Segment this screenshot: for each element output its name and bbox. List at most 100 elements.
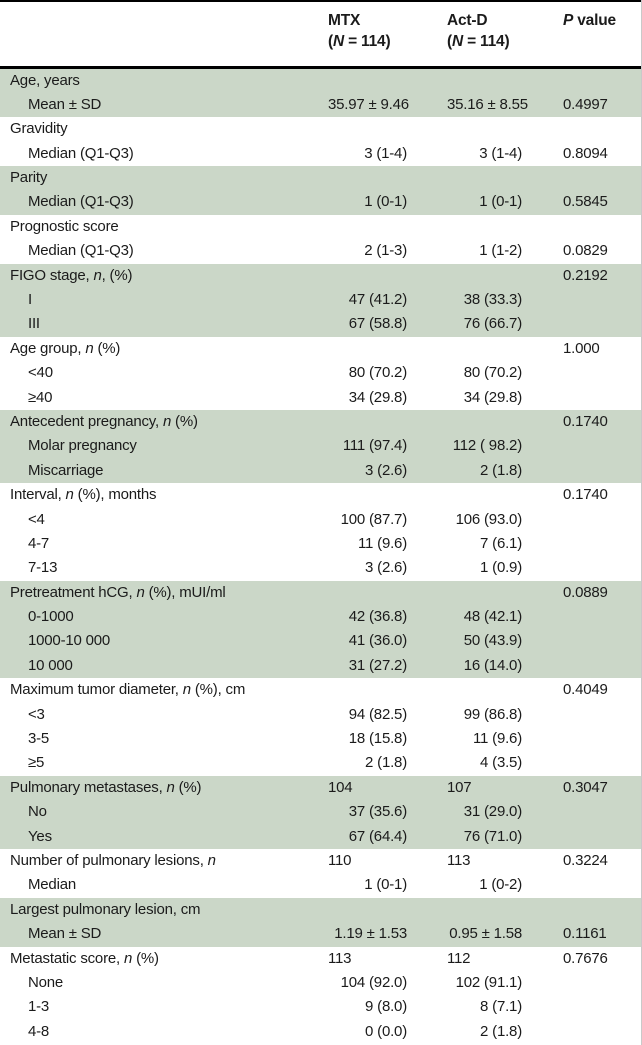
mtx-value-cell: 34 (29.8) — [348, 388, 407, 406]
actd-value-cell: 113 — [447, 852, 471, 869]
mtx-value-cell: 2 (1.8) — [365, 754, 407, 772]
header-actd-n: (N = 114) — [447, 33, 510, 50]
row-label: Median (Q1-Q3) — [28, 144, 134, 162]
table-row: Pretreatment hCG, n (%), mUI/ml 0.0889 — [0, 581, 641, 605]
table-row: Median 1 (0-1) 1 (0-2) — [0, 873, 641, 897]
pvalue-cell — [563, 215, 641, 239]
actd-value-cell: 50 (43.9) — [463, 632, 522, 650]
row-label: Median — [28, 876, 76, 894]
actd-value-cell: 80 (70.2) — [463, 364, 522, 382]
pvalue-cell: 0.8094 — [563, 144, 608, 162]
table-row: 10 000 31 (27.2) 16 (14.0) — [0, 654, 641, 678]
mtx-value-cell — [328, 581, 447, 605]
row-label: I — [28, 291, 32, 309]
actd-value-cell: 8 (7.1) — [480, 998, 522, 1016]
pvalue-cell — [563, 995, 641, 1019]
mtx-value-cell: 3 (2.6) — [365, 461, 407, 479]
row-label: <3 — [28, 705, 45, 723]
actd-value-cell: 38 (33.3) — [463, 291, 522, 309]
actd-value-cell: 3 (1-4) — [479, 144, 522, 162]
table-row: I 47 (41.2) 38 (33.3) — [0, 288, 641, 312]
table-section-green: FIGO stage, n, (%) 0.2192 I 47 (41.2) 38 (33… — [0, 263, 641, 337]
table-row: Prognostic score — [0, 215, 641, 239]
actd-value-cell: 76 (71.0) — [463, 827, 522, 845]
table-row: Yes 67 (64.4) 76 (71.0) — [0, 825, 641, 849]
table-row: Molar pregnancy 111 (97.4) 112 ( 98.2) — [0, 434, 641, 458]
row-label: Molar pregnancy — [28, 437, 137, 455]
table-row: Age, years — [0, 69, 641, 93]
table-row: Median (Q1-Q3) 3 (1-4) 3 (1-4) 0.8094 — [0, 142, 641, 166]
row-label: Yes — [28, 827, 52, 845]
mtx-value-cell — [328, 69, 447, 93]
table-row: ≥5 2 (1.8) 4 (3.5) — [0, 751, 641, 775]
table-row: Number of pulmonary lesions, n 110 113 0.32… — [0, 849, 641, 873]
table-row: None 104 (92.0) 102 (91.1) — [0, 971, 641, 995]
row-label: Age, years — [10, 71, 80, 89]
header-actd-name: Act-D — [447, 12, 488, 29]
actd-value-cell: 34 (29.8) — [463, 388, 522, 406]
mtx-value-cell: 37 (35.6) — [348, 803, 407, 821]
actd-value-cell: 112 — [447, 949, 471, 967]
mtx-value-cell: 9 (8.0) — [365, 998, 407, 1016]
row-label: <40 — [28, 364, 53, 382]
actd-value-cell: 2 (1.8) — [480, 461, 522, 479]
row-label: Number of pulmonary lesions, n — [10, 852, 216, 869]
pvalue-cell — [563, 166, 641, 190]
row-label: 3-5 — [28, 730, 50, 748]
row-label: III — [28, 315, 40, 333]
pvalue-cell — [563, 1020, 641, 1044]
table-row: Largest pulmonary lesion, cm — [0, 898, 641, 922]
mtx-value-cell: 0 (0.0) — [365, 1022, 407, 1040]
mtx-value-cell: 3 (1-4) — [364, 144, 407, 162]
actd-value-cell — [447, 215, 563, 239]
pvalue-cell — [563, 312, 641, 336]
row-label: Miscarriage — [28, 461, 104, 479]
pvalue-cell — [563, 971, 641, 995]
mtx-value-cell: 67 (58.8) — [348, 315, 407, 333]
mtx-value-cell: 1 (0-1) — [364, 193, 407, 211]
mtx-value-cell: 110 — [328, 852, 352, 869]
mtx-value-cell: 94 (82.5) — [348, 705, 407, 723]
actd-value-cell — [447, 166, 563, 190]
actd-value-cell — [447, 337, 563, 361]
table-section-white: Interval, n (%), months 0.1740 <4 100 (87.7… — [0, 483, 641, 581]
row-label: 4-7 — [28, 534, 50, 552]
header-mtx-n: (N = 114) — [328, 33, 391, 50]
mtx-value-cell: 111 (97.4) — [342, 437, 407, 455]
actd-value-cell: 2 (1.8) — [480, 1022, 522, 1040]
pvalue-cell — [563, 629, 641, 653]
header-pvalue: P value — [563, 10, 641, 31]
table-row: III 67 (58.8) 76 (66.7) — [0, 312, 641, 336]
table-row: Maximum tumor diameter, n (%), cm 0.4049 — [0, 678, 641, 702]
table-section-white: Age group, n (%) 1.000 <40 80 (70.2) 80 (70.… — [0, 337, 641, 410]
actd-value-cell: 1 (0-2) — [479, 876, 522, 894]
pvalue-cell: 0.7676 — [563, 949, 608, 967]
header-mtx-name: MTX — [328, 12, 361, 29]
table-row: 0-1000 42 (36.8) 48 (42.1) — [0, 605, 641, 629]
row-label: 0-1000 — [28, 608, 74, 626]
table-row: Miscarriage 3 (2.6) 2 (1.8) — [0, 459, 641, 483]
pvalue-cell — [563, 727, 641, 751]
mtx-value-cell — [328, 264, 447, 288]
row-label: 7-13 — [28, 559, 58, 577]
row-label: ≥40 — [28, 388, 53, 406]
table-section-green: Pretreatment hCG, n (%), mUI/ml 0.0889 0-1… — [0, 580, 641, 679]
table-row: 4-7 11 (9.6) 7 (6.1) — [0, 532, 641, 556]
pvalue-cell: 0.1740 — [563, 412, 608, 430]
pvalue-cell: 0.1740 — [563, 486, 608, 504]
actd-value-cell: 107 — [447, 778, 472, 796]
row-label: Interval, n (%), months — [10, 486, 157, 504]
table-row: Mean ± SD 35.97 ± 9.46 35.16 ± 8.55 0.4997 — [0, 93, 641, 117]
mtx-value-cell: 104 (92.0) — [340, 973, 408, 991]
pvalue-cell — [563, 288, 641, 312]
pvalue-cell: 0.4997 — [563, 95, 608, 113]
pvalue-cell — [563, 386, 641, 410]
row-label: Median (Q1-Q3) — [28, 193, 134, 211]
actd-value-cell: 16 (14.0) — [463, 656, 522, 674]
actd-value-cell: 7 (6.1) — [480, 534, 522, 552]
pvalue-cell — [563, 434, 641, 458]
pvalue-cell — [563, 361, 641, 385]
pvalue-cell: 0.0889 — [563, 583, 608, 601]
table-row: Antecedent pregnancy, n (%) 0.1740 — [0, 410, 641, 434]
mtx-value-cell: 18 (15.8) — [348, 730, 407, 748]
